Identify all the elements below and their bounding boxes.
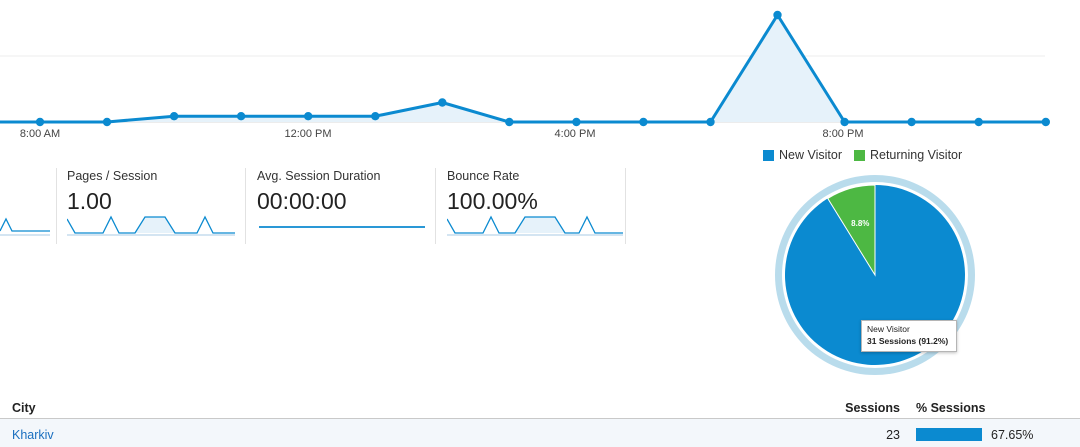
sparkline (259, 226, 425, 228)
column-header-sessions[interactable]: Sessions (845, 401, 900, 415)
percent-sessions-cell: 67.65% (991, 428, 1034, 442)
data-point[interactable] (438, 98, 447, 107)
data-point[interactable] (706, 117, 715, 127)
pie-tooltip: New Visitor 31 Sessions (91.2%) (861, 320, 957, 352)
timeline-line (0, 13, 1046, 124)
metric-label: Bounce Rate (447, 169, 520, 183)
metric-value: 100.00% (447, 188, 538, 214)
metric-card-partial[interactable] (0, 168, 50, 244)
sparkline (0, 217, 50, 236)
tooltip-detail: 31 Sessions (91.2%) (867, 336, 949, 346)
sessions-cell: 23 (886, 428, 900, 442)
sparkline (447, 215, 623, 236)
legend-swatch (763, 149, 774, 161)
metric-divider (625, 168, 626, 244)
x-tick-label: 12:00 PM (284, 128, 331, 140)
data-point[interactable] (907, 117, 916, 127)
x-tick-label: 8:00 AM (20, 128, 60, 140)
data-point[interactable] (304, 112, 313, 121)
metric-divider (245, 168, 246, 244)
metric-divider (56, 168, 57, 244)
metric-bounce-rate[interactable]: Bounce Rate 100.00% (437, 168, 625, 244)
data-point[interactable] (773, 10, 782, 20)
data-point[interactable] (505, 117, 514, 127)
metric-label: Avg. Session Duration (257, 169, 381, 183)
timeline-area (0, 15, 1046, 122)
percent-sessions-bar (916, 428, 982, 441)
legend-label: Returning Visitor (869, 148, 963, 162)
metric-value: 00:00:00 (257, 188, 347, 214)
data-point[interactable] (35, 117, 45, 127)
column-header-percent-sessions[interactable]: % Sessions (916, 401, 986, 415)
metric-avg-session-duration[interactable]: Avg. Session Duration 00:00:00 (247, 168, 435, 244)
city-link[interactable]: Kharkiv (12, 428, 54, 442)
metric-label: Pages / Session (67, 169, 158, 183)
legend-swatch (853, 149, 865, 161)
sessions-timeline-chart: 8:00 AM 12:00 PM 4:00 PM 8:00 PM (0, 10, 1051, 140)
table-row: Kharkiv 23 67.65% (0, 419, 1080, 447)
data-point[interactable] (639, 117, 648, 127)
pie-slice-returning-visitor[interactable] (827, 184, 876, 277)
x-tick-label: 4:00 PM (555, 128, 596, 140)
legend-item-new-visitor[interactable]: New Visitor (763, 148, 842, 162)
tooltip-title: New Visitor (867, 324, 910, 334)
data-point[interactable] (371, 112, 380, 121)
data-point[interactable] (572, 117, 581, 127)
sparkline (67, 215, 235, 236)
x-tick-label: 8:00 PM (823, 128, 864, 140)
data-point[interactable] (102, 117, 112, 127)
metric-value: 1.00 (67, 188, 112, 214)
metric-pages-per-session[interactable]: Pages / Session 1.00 (57, 168, 245, 244)
legend-item-returning-visitor[interactable]: Returning Visitor (853, 148, 963, 162)
data-point[interactable] (974, 117, 983, 127)
metric-divider (435, 168, 436, 244)
pie-slice-label: 8.8% (851, 219, 869, 228)
pie-legend: New Visitor Returning Visitor (763, 148, 974, 162)
data-point[interactable] (840, 117, 849, 127)
column-header-city[interactable]: City (12, 401, 36, 415)
data-point[interactable] (169, 112, 179, 121)
data-point[interactable] (236, 112, 246, 121)
table-header: City Sessions % Sessions (0, 396, 1080, 419)
legend-label: New Visitor (779, 148, 842, 162)
data-point[interactable] (1041, 117, 1051, 127)
